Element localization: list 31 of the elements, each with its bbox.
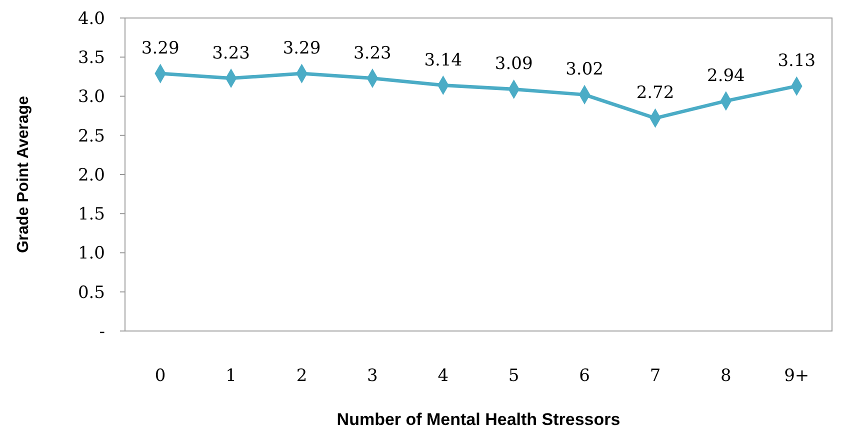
y-axis-title: Grade Point Average	[15, 96, 32, 254]
x-tick-label: 1	[226, 366, 236, 386]
y-tick-label: 3.5	[78, 48, 105, 68]
data-label: 2.72	[636, 83, 674, 104]
x-tick-label: 3	[367, 366, 378, 386]
data-label: 3.29	[141, 38, 180, 59]
data-label: 2.94	[707, 66, 745, 86]
x-tick-label: 5	[508, 366, 520, 386]
data-label: 3.14	[424, 50, 462, 70]
data-label: 3.23	[212, 43, 250, 64]
data-label: 3.09	[494, 54, 533, 74]
x-tick-label: 7	[650, 366, 661, 386]
y-tick-label: 4.0	[78, 8, 105, 29]
data-label: 3.29	[282, 38, 321, 59]
x-tick-label: 6	[579, 366, 590, 386]
y-tick-label: 1.5	[78, 204, 105, 225]
x-tick-label: 4	[438, 366, 449, 386]
x-axis-title: Number of Mental Health Stressors	[336, 410, 620, 429]
x-tick-label: 8	[720, 366, 732, 386]
y-tick-label: 2.5	[78, 126, 105, 146]
x-tick-label: 9+	[784, 366, 810, 386]
data-label: 3.13	[778, 51, 816, 72]
y-tick-label: 2.0	[78, 165, 105, 186]
x-tick-label: 2	[296, 366, 308, 386]
data-label: 3.23	[354, 43, 392, 64]
y-tick-label: -	[99, 322, 105, 342]
y-tick-label: 3.0	[78, 87, 105, 108]
x-tick-label: 0	[154, 366, 166, 386]
y-tick-label: 1.0	[78, 244, 105, 264]
y-tick-label: 0.5	[78, 282, 105, 303]
data-label: 3.02	[566, 60, 604, 80]
